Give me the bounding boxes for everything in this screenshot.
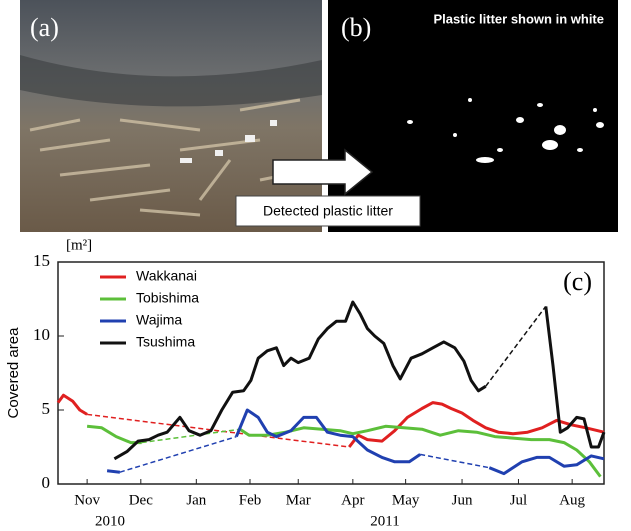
x-tick-label: Mar [286,492,311,508]
panel-label: (b) [341,13,371,42]
legend-label: Tsushima [136,334,195,350]
year-label: 2011 [370,513,399,529]
series-line [106,408,605,476]
legend-label: Wakkanai [136,268,197,284]
legend-label: Wajima [136,312,182,328]
legend-label: Tobishima [136,290,199,306]
gap-bridge [141,428,241,444]
y-unit: [m²] [66,237,92,253]
arrow [272,148,374,196]
y-tick-label: 0 [42,473,51,492]
panel-label: (a) [30,13,59,42]
series-line [56,393,605,448]
gap-bridge [87,413,350,448]
x-tick-label: May [392,492,420,508]
x-tick-label: Feb [239,492,262,508]
x-tick-label: Jan [186,492,206,508]
arrow-label-box [235,195,421,227]
y-axis-label: Covered area [5,327,22,419]
gap-bridge [485,305,547,387]
series-line [113,300,606,461]
panel-label: (c) [563,267,592,296]
gap-bridge [119,435,237,473]
gap-bridge [420,453,490,469]
year-label: 2010 [95,513,125,529]
y-tick-label: 5 [42,399,51,418]
x-tick-label: Dec [129,492,153,508]
y-tick-label: 15 [33,251,50,270]
x-tick-label: Apr [341,492,364,508]
photo-a: (a) [20,0,322,232]
x-tick-label: Jul [510,492,528,508]
x-tick-label: Aug [559,492,585,508]
x-tick-label: Nov [74,492,100,508]
photo-b: (b) Plastic litter shown in white [328,0,618,232]
caption: Plastic litter shown in white [434,11,604,26]
plot-frame [57,261,605,485]
arrow-label: Detected plastic litter [263,203,393,219]
y-tick-label: 10 [33,325,50,344]
x-tick-label: Jun [452,492,473,508]
